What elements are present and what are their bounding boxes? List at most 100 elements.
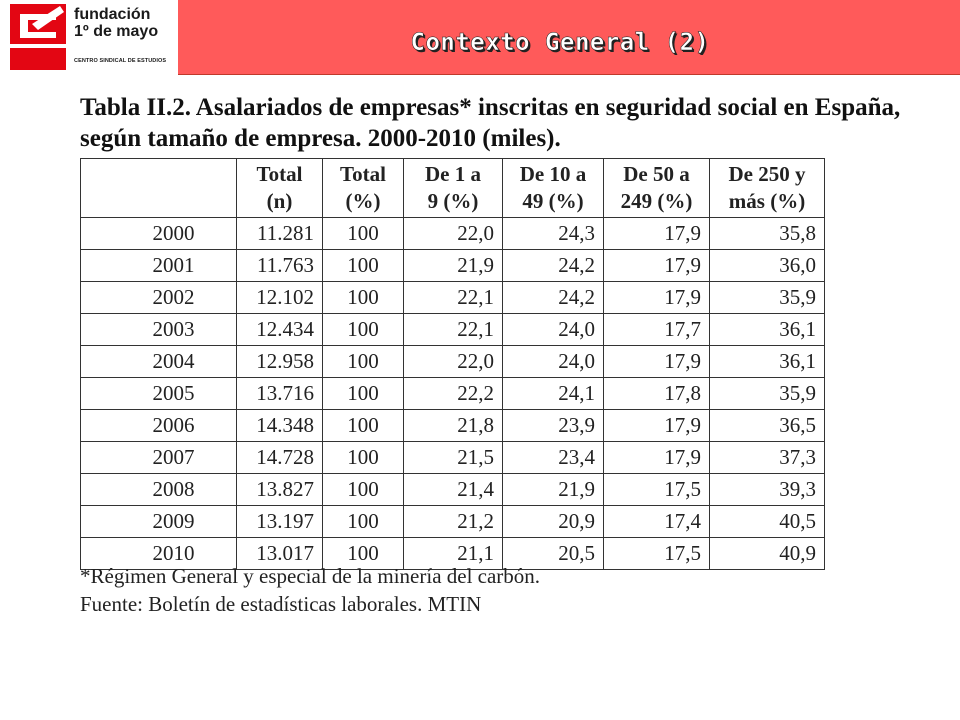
year-cell: 2007 [80, 441, 237, 474]
column-header: De 50 a 249 (%) [603, 158, 710, 218]
table-cell: 22,0 [403, 345, 503, 378]
table-cell: 17,9 [603, 217, 710, 250]
logo-line-1: fundación [74, 6, 151, 23]
table-cell: 12.434 [236, 313, 323, 346]
table-cell: 37,3 [709, 441, 825, 474]
table-header-row: Total (n) Total (%) De 1 a 9 (%) De 10 a 49 (%)… [80, 158, 825, 218]
footnote-note: *Régimen General y especial de la minerí… [80, 564, 541, 588]
table-cell: 24,2 [502, 281, 604, 314]
table-cell: 13.827 [236, 473, 323, 506]
table-cell: 21,5 [403, 441, 503, 474]
year-cell: 2004 [80, 345, 237, 378]
table-cell: 17,8 [603, 377, 710, 410]
table-cell: 40,5 [709, 505, 825, 538]
table-row: 2003 12.434 100 22,1 24,0 17,7 36,1 [80, 313, 825, 346]
table-cell: 36,1 [709, 313, 825, 346]
table-cell: 24,2 [502, 249, 604, 282]
footnote: *Régimen General y especial de la minerí… [80, 562, 540, 618]
column-header-line: De 50 a [623, 162, 690, 186]
table-cell: 17,9 [603, 409, 710, 442]
footnote-source: Fuente: Boletín de estadísticas laborale… [80, 592, 482, 616]
table-cell: 17,9 [603, 441, 710, 474]
ccoo-logo-icon [10, 4, 66, 70]
table-cell: 13.716 [236, 377, 323, 410]
header-bar [178, 0, 960, 75]
table-cell: 17,7 [603, 313, 710, 346]
column-header-line: 49 (%) [522, 189, 584, 213]
table-cell: 17,4 [603, 505, 710, 538]
table-cell: 100 [322, 441, 404, 474]
table-cell: 21,2 [403, 505, 503, 538]
table-body: 2000 11.281 100 22,0 24,3 17,9 35,8 2001 11.763 1… [80, 217, 825, 570]
column-header-line: Total [340, 162, 386, 186]
data-table: Total (n) Total (%) De 1 a 9 (%) De 10 a 49 (%)… [80, 158, 825, 570]
column-header: De 10 a 49 (%) [502, 158, 604, 218]
table-cell: 100 [322, 505, 404, 538]
table-cell: 100 [322, 313, 404, 346]
table-cell: 20,5 [502, 537, 604, 570]
table-cell: 35,8 [709, 217, 825, 250]
table-cell: 100 [322, 217, 404, 250]
column-header-line: 9 (%) [427, 189, 479, 213]
year-cell: 2009 [80, 505, 237, 538]
table-row: 2004 12.958 100 22,0 24,0 17,9 36,1 [80, 345, 825, 378]
table-cell: 23,4 [502, 441, 604, 474]
year-cell: 2002 [80, 281, 237, 314]
table-row: 2008 13.827 100 21,4 21,9 17,5 39,3 [80, 473, 825, 506]
table-cell: 13.197 [236, 505, 323, 538]
table-cell: 100 [322, 281, 404, 314]
table-cell: 22,1 [403, 313, 503, 346]
table-cell: 14.728 [236, 441, 323, 474]
table-cell: 17,5 [603, 473, 710, 506]
year-cell: 2010 [80, 537, 237, 570]
table-cell: 24,0 [502, 313, 604, 346]
table-cell: 22,0 [403, 217, 503, 250]
logo: fundación 1º de mayo CENTRO SINDICAL DE … [0, 0, 176, 74]
table-row: 2001 11.763 100 21,9 24,2 17,9 36,0 [80, 249, 825, 282]
column-header-line: 249 (%) [620, 189, 693, 213]
table-cell: 11.281 [236, 217, 323, 250]
table-cell: 24,3 [502, 217, 604, 250]
year-cell: 2003 [80, 313, 237, 346]
table-cell: 12.102 [236, 281, 323, 314]
table-cell: 11.763 [236, 249, 323, 282]
year-cell: 2001 [80, 249, 237, 282]
table-cell: 21,8 [403, 409, 503, 442]
table-cell: 100 [322, 409, 404, 442]
table-cell: 22,1 [403, 281, 503, 314]
table-cell: 17,5 [603, 537, 710, 570]
table-row: 2002 12.102 100 22,1 24,2 17,9 35,9 [80, 281, 825, 314]
table-row: 2009 13.197 100 21,2 20,9 17,4 40,5 [80, 505, 825, 538]
table-cell: 17,9 [603, 345, 710, 378]
table-cell: 21,9 [502, 473, 604, 506]
column-header: De 1 a 9 (%) [403, 158, 503, 218]
table-cell: 40,9 [709, 537, 825, 570]
table-cell: 36,5 [709, 409, 825, 442]
column-header-line: De 250 y [728, 162, 806, 186]
table-caption: Tabla II.2. Asalariados de empresas* ins… [80, 94, 901, 152]
table-row: 2000 11.281 100 22,0 24,3 17,9 35,8 [80, 217, 825, 250]
table-row: 2005 13.716 100 22,2 24,1 17,8 35,9 [80, 377, 825, 410]
table-row: 2006 14.348 100 21,8 23,9 17,9 36,5 [80, 409, 825, 442]
column-header-line: (%) [345, 189, 381, 213]
column-header-line: De 1 a [425, 162, 481, 186]
column-header: De 250 y más (%) [709, 158, 825, 218]
column-header [80, 158, 237, 218]
table-cell: 36,1 [709, 345, 825, 378]
table-cell: 35,9 [709, 377, 825, 410]
year-cell: 2000 [80, 217, 237, 250]
table-cell: 35,9 [709, 281, 825, 314]
table-cell: 100 [322, 473, 404, 506]
table-cell: 12.958 [236, 345, 323, 378]
table-row: 2007 14.728 100 21,5 23,4 17,9 37,3 [80, 441, 825, 474]
table-cell: 22,2 [403, 377, 503, 410]
logo-line-2: 1º de mayo [74, 23, 159, 40]
page-title: Contexto General (2) [410, 28, 710, 57]
column-header-line: De 10 a [519, 162, 587, 186]
table-cell: 17,9 [603, 249, 710, 282]
year-cell: 2006 [80, 409, 237, 442]
table-cell: 39,3 [709, 473, 825, 506]
table-cell: 21,4 [403, 473, 503, 506]
table-cell: 21,9 [403, 249, 503, 282]
table-cell: 100 [322, 249, 404, 282]
